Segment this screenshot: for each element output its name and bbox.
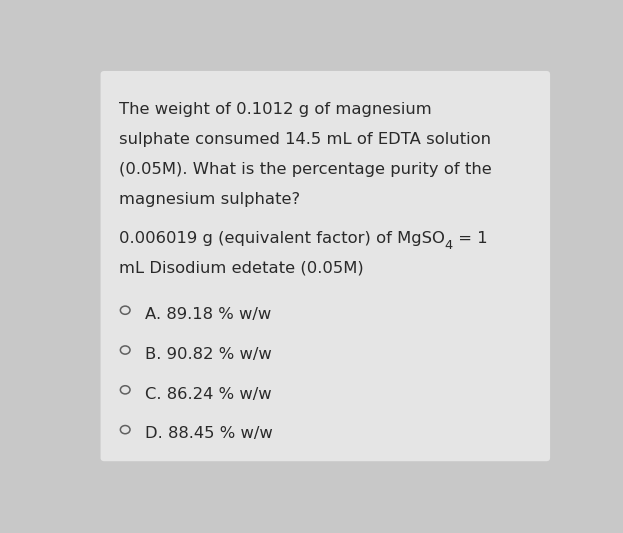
Text: B. 90.82 % w/w: B. 90.82 % w/w xyxy=(146,347,272,362)
Text: D. 88.45 % w/w: D. 88.45 % w/w xyxy=(146,426,273,441)
Text: C. 86.24 % w/w: C. 86.24 % w/w xyxy=(146,386,272,401)
Text: The weight of 0.1012 g of magnesium: The weight of 0.1012 g of magnesium xyxy=(119,102,432,117)
Text: = 1: = 1 xyxy=(453,231,488,246)
Text: A. 89.18 % w/w: A. 89.18 % w/w xyxy=(146,307,272,322)
Text: 4: 4 xyxy=(445,239,453,252)
Text: 4: 4 xyxy=(445,239,453,252)
Text: mL Disodium edetate (0.05M): mL Disodium edetate (0.05M) xyxy=(119,261,364,276)
Text: magnesium sulphate?: magnesium sulphate? xyxy=(119,191,300,207)
Text: sulphate consumed 14.5 mL of EDTA solution: sulphate consumed 14.5 mL of EDTA soluti… xyxy=(119,132,491,147)
Text: (0.05M). What is the percentage purity of the: (0.05M). What is the percentage purity o… xyxy=(119,161,492,176)
FancyBboxPatch shape xyxy=(100,71,550,461)
Text: 0.006019 g (equivalent factor) of MgSO: 0.006019 g (equivalent factor) of MgSO xyxy=(119,231,445,246)
